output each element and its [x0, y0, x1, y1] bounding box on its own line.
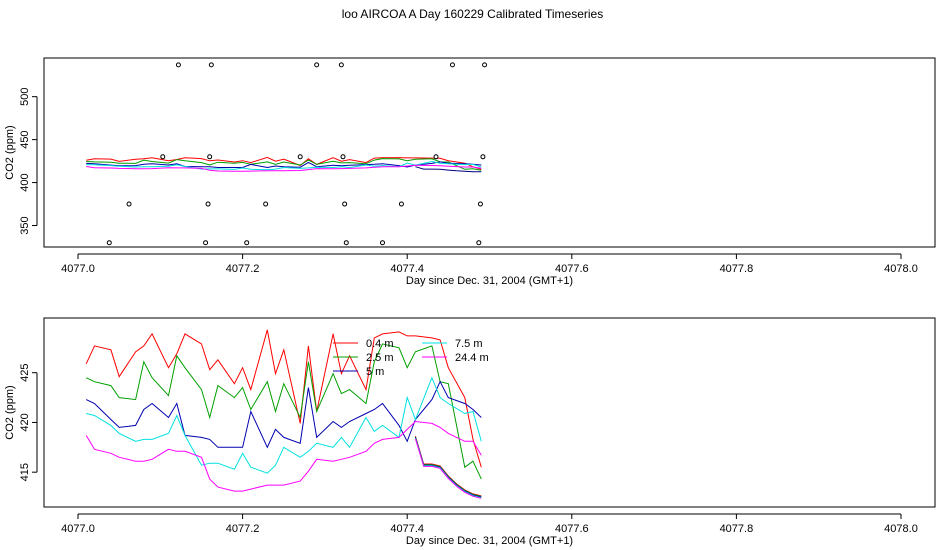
series-line — [85, 420, 482, 492]
series-line-mini — [86, 158, 482, 171]
x-tick-label: 4077.0 — [61, 263, 95, 275]
series-tail-mini — [415, 166, 482, 173]
x-tick-label: 4077.6 — [555, 523, 589, 535]
data-point — [398, 201, 404, 207]
plot-frame — [43, 57, 936, 248]
chart-title: loo AIRCOA A Day 160229 Calibrated Times… — [341, 7, 604, 21]
data-point — [477, 201, 483, 207]
data-point — [476, 240, 482, 246]
data-point — [449, 62, 455, 68]
x-tick-label: 4077.8 — [720, 263, 754, 275]
data-point — [263, 201, 269, 207]
x-tick-label: 4077.0 — [61, 523, 95, 535]
series-tail-line — [414, 437, 482, 499]
series-line — [85, 380, 482, 449]
y-tick-label: 350 — [19, 216, 31, 234]
x-tick-label: 4077.2 — [226, 523, 260, 535]
data-point — [482, 62, 488, 68]
legend-label: 0.4 m — [366, 338, 394, 350]
series-line — [85, 329, 482, 468]
data-point — [207, 154, 213, 160]
data-point — [208, 62, 214, 68]
x-axis-label: Day since Dec. 31, 2004 (GMT+1) — [406, 275, 573, 287]
series-line-mini — [86, 156, 482, 170]
data-point — [338, 62, 344, 68]
legend-label: 2.5 m — [366, 352, 394, 364]
data-point — [480, 154, 486, 160]
y-axis-label: CO2 (ppm) — [4, 385, 16, 439]
series-tail-line — [414, 438, 482, 499]
x-tick-label: 4077.8 — [720, 523, 754, 535]
legend-label: 5 m — [366, 366, 384, 378]
data-point — [244, 240, 250, 246]
data-point — [342, 201, 348, 207]
y-tick-label: 425 — [19, 364, 31, 382]
series-line — [85, 343, 482, 480]
data-point — [106, 240, 112, 246]
data-point — [126, 201, 132, 207]
y-tick-label: 400 — [19, 173, 31, 191]
data-point — [433, 154, 439, 160]
x-tick-label: 4078.0 — [884, 523, 918, 535]
data-point — [340, 154, 346, 160]
x-tick-label: 4077.2 — [226, 263, 260, 275]
data-point — [297, 154, 303, 160]
y-tick-label: 415 — [19, 463, 31, 481]
data-point — [314, 62, 320, 68]
legend-label: 7.5 m — [455, 338, 483, 350]
y-axis-label: CO2 (ppm) — [4, 125, 16, 179]
series-tail-line — [414, 437, 482, 498]
x-axis-label: Day since Dec. 31, 2004 (GMT+1) — [406, 535, 573, 547]
data-point — [380, 240, 386, 246]
series-line — [86, 376, 482, 474]
data-point — [160, 154, 166, 160]
x-tick-label: 4077.4 — [390, 263, 424, 275]
plot-frame — [43, 317, 936, 508]
data-point — [203, 240, 209, 246]
y-tick-label: 420 — [19, 413, 31, 431]
data-point — [205, 201, 211, 207]
x-tick-label: 4077.6 — [555, 263, 589, 275]
x-tick-label: 4078.0 — [884, 263, 918, 275]
data-point — [175, 62, 181, 68]
legend-label: 24.4 m — [455, 352, 489, 364]
y-tick-label: 450 — [19, 130, 31, 148]
y-tick-label: 500 — [19, 87, 31, 105]
series-line-mini — [86, 164, 482, 172]
data-point — [343, 240, 349, 246]
x-tick-label: 4077.4 — [390, 523, 424, 535]
